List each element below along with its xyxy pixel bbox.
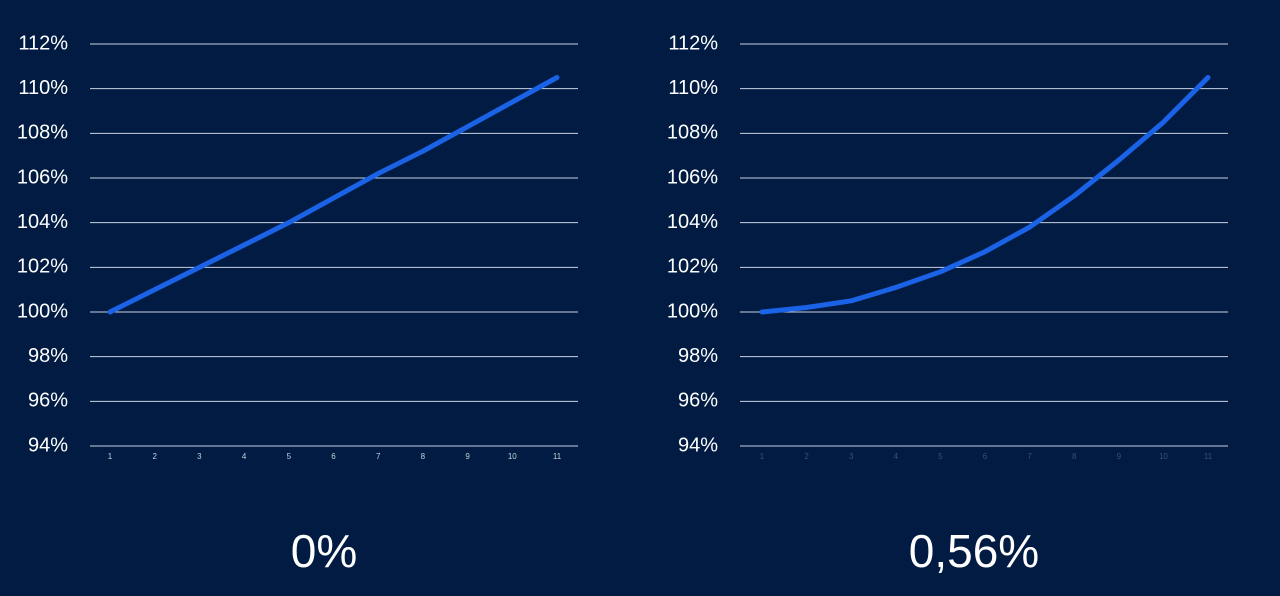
- x-tick-label: 10: [508, 452, 517, 461]
- x-tick-label: 2: [804, 452, 809, 461]
- y-tick-label: 110%: [668, 77, 718, 99]
- y-tick-label: 98%: [28, 345, 68, 367]
- x-tick-label: 7: [1027, 452, 1032, 461]
- x-tick-label: 1: [760, 452, 765, 461]
- y-tick-label: 102%: [667, 256, 718, 278]
- y-tick-label: 102%: [17, 256, 68, 278]
- x-tick-label: 1: [108, 452, 113, 461]
- x-tick-label: 2: [152, 452, 157, 461]
- x-tick-label: 5: [938, 452, 943, 461]
- x-tick-label: 4: [894, 452, 899, 461]
- y-tick-label: 96%: [678, 390, 718, 412]
- x-tick-label: 8: [421, 452, 426, 461]
- x-tick-label: 9: [1117, 452, 1122, 461]
- x-tick-label: 8: [1072, 452, 1077, 461]
- y-tick-label: 108%: [667, 122, 718, 144]
- x-tick-label: 10: [1159, 452, 1168, 461]
- line: [107, 75, 560, 315]
- y-tick-label: 112%: [668, 32, 718, 54]
- y-tick-label: 94%: [678, 434, 718, 456]
- x-tick-label: 9: [465, 452, 470, 461]
- caption: 0,56%: [909, 525, 1039, 577]
- y-tick-label: 112%: [18, 32, 68, 54]
- x-tick-label: 3: [197, 452, 202, 461]
- y-tick-label: 104%: [17, 211, 68, 233]
- line: [759, 75, 1211, 315]
- y-tick-label: 98%: [678, 345, 718, 367]
- caption: 0%: [291, 525, 357, 577]
- x-tick-label: 3: [849, 452, 854, 461]
- x-tick-label: 5: [287, 452, 292, 461]
- y-tick-label: 96%: [28, 390, 68, 412]
- y-tick-label: 106%: [17, 166, 68, 188]
- x-tick-label: 11: [553, 452, 562, 461]
- y-tick-label: 100%: [17, 300, 68, 322]
- y-tick-label: 104%: [667, 211, 718, 233]
- y-tick-label: 108%: [17, 122, 68, 144]
- x-tick-label: 11: [1204, 452, 1213, 461]
- y-tick-label: 94%: [28, 434, 68, 456]
- x-tick-label: 6: [331, 452, 336, 461]
- y-tick-label: 110%: [18, 77, 68, 99]
- x-tick-label: 7: [376, 452, 381, 461]
- x-tick-label: 4: [242, 452, 247, 461]
- y-tick-label: 106%: [667, 166, 718, 188]
- x-tick-label: 6: [983, 452, 988, 461]
- y-tick-label: 100%: [667, 300, 718, 322]
